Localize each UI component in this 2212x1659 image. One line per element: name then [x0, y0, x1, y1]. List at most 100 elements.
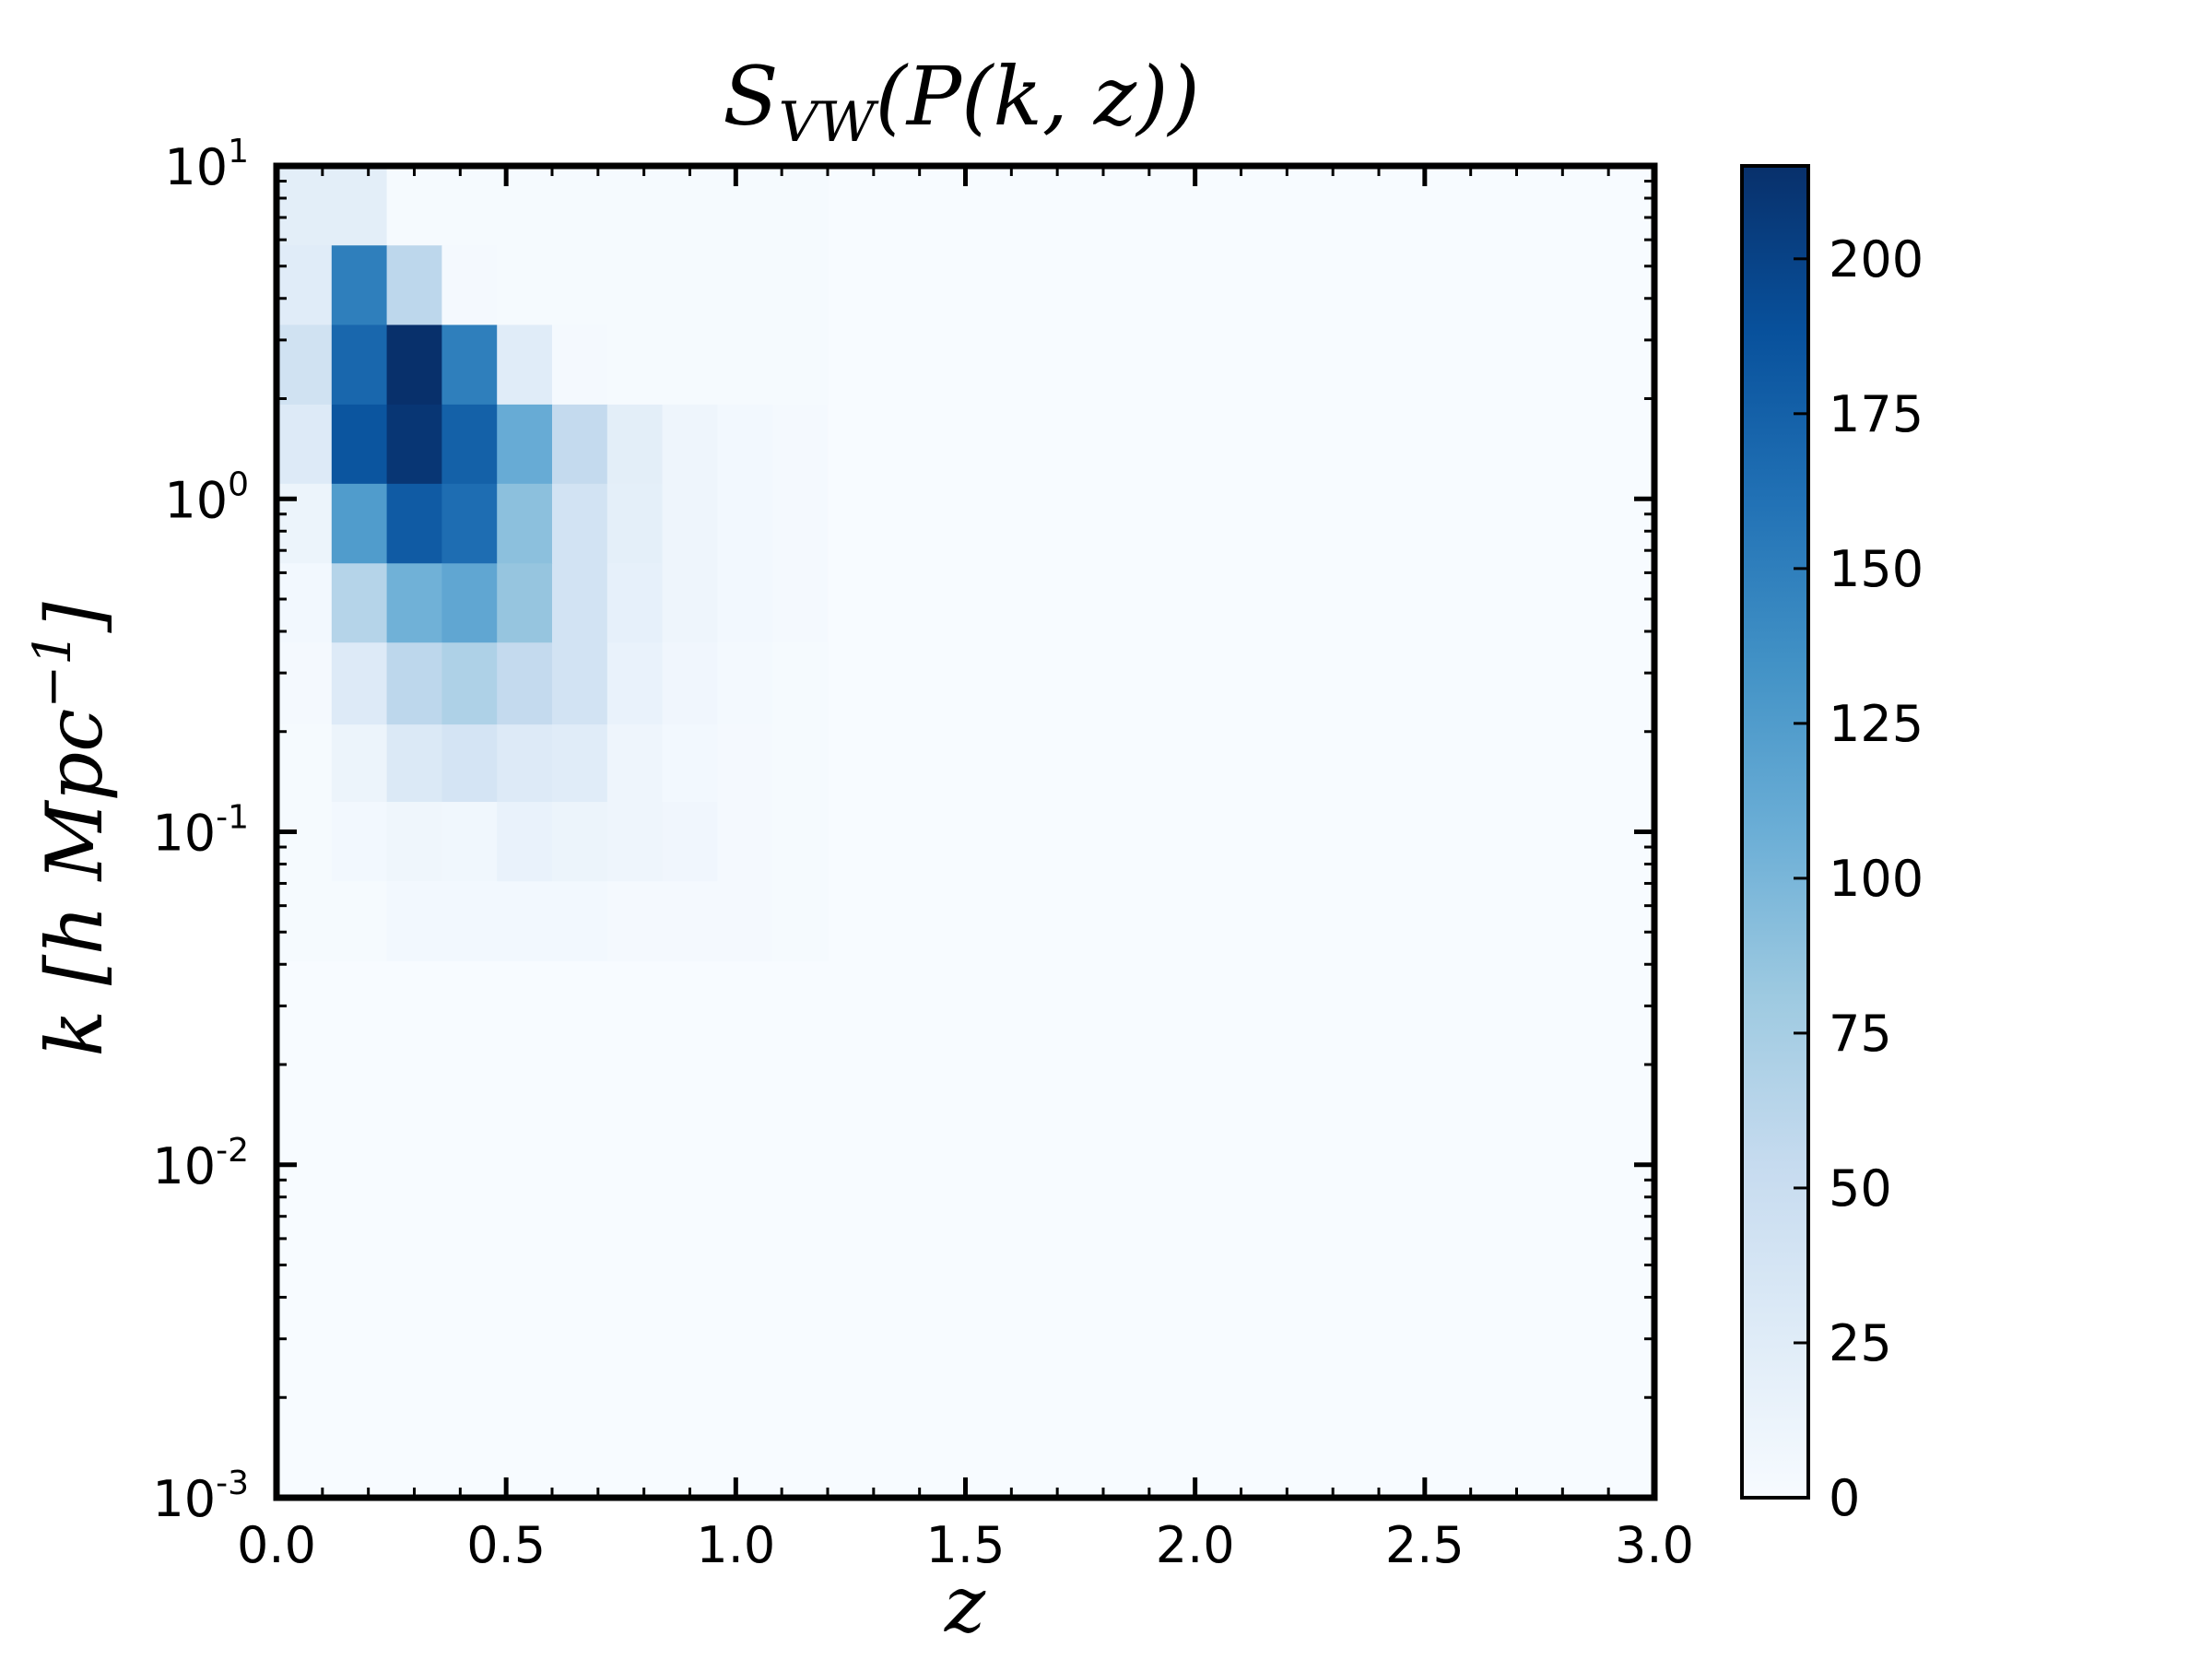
- heatmap-cell: [662, 245, 718, 326]
- heatmap-cell: [606, 245, 664, 326]
- x-tick-label: 3.0: [1615, 1516, 1694, 1574]
- heatmap-cell: [276, 245, 333, 326]
- heatmap-cell: [717, 166, 773, 246]
- heatmap-cell: [441, 324, 498, 406]
- heatmap-cell: [552, 881, 608, 961]
- heatmap-cell: [331, 802, 388, 882]
- heatmap-cell: [497, 724, 553, 803]
- heatmap-cell: [772, 881, 829, 961]
- chart-title-rest: (P(k, z)): [876, 49, 1200, 144]
- y-axis-label-exp: −1: [23, 632, 83, 709]
- heatmap-cell: [552, 563, 608, 643]
- heatmap-cell: [276, 324, 333, 406]
- y-axis-label: k [h Mpc−1]: [23, 602, 120, 1057]
- heatmap-cell: [606, 802, 664, 882]
- colorbar-tick-label: 175: [1829, 385, 1924, 443]
- colorbar-tick-label: 125: [1829, 695, 1924, 753]
- colorbar-tick-label: 75: [1829, 1005, 1892, 1063]
- y-tick-label: 100: [164, 465, 249, 529]
- heatmap-cell: [441, 802, 498, 882]
- heatmap-cell: [772, 404, 829, 485]
- y-tick-label: 101: [164, 133, 249, 196]
- heatmap-cell: [772, 245, 829, 326]
- heatmap-cell: [386, 483, 442, 564]
- heatmap-cell: [441, 642, 498, 725]
- heatmap-cell: [441, 404, 498, 485]
- heatmap-cell: [497, 642, 553, 725]
- heatmap-cell: [772, 166, 829, 246]
- heatmap-cell: [662, 802, 718, 882]
- heatmap-cell: [606, 563, 664, 643]
- colorbar-tick-label: 100: [1829, 850, 1924, 908]
- heatmap-cell: [662, 642, 718, 725]
- x-axis-label: z: [944, 1559, 986, 1650]
- heatmap-cell: [331, 881, 388, 961]
- x-tick-label: 1.0: [696, 1516, 775, 1574]
- heatmap-cell: [772, 563, 829, 643]
- heatmap-cell: [386, 724, 442, 803]
- heatmap-cell: [276, 483, 333, 564]
- heatmap-cell: [606, 166, 664, 246]
- heatmap-cells: [276, 166, 829, 961]
- heatmap-cell: [552, 642, 608, 725]
- colorbar-tick-label: 0: [1829, 1469, 1860, 1527]
- heatmap-cell: [276, 404, 333, 485]
- heatmap-cell: [497, 404, 553, 485]
- heatmap-cell: [331, 642, 388, 725]
- heatmap-cell: [717, 724, 773, 803]
- heatmap-cell: [662, 324, 718, 406]
- heatmap-cell: [386, 324, 442, 406]
- colorbar-tick-label: 50: [1829, 1159, 1892, 1218]
- chart-title-base: S: [723, 49, 778, 144]
- heatmap-cell: [606, 724, 664, 803]
- heatmap-cell: [331, 724, 388, 803]
- heatmap-cell: [717, 881, 773, 961]
- y-tick-label: 10-3: [152, 1465, 249, 1528]
- heatmap-cell: [606, 642, 664, 725]
- y-tick-label: 10-1: [152, 799, 249, 863]
- heatmap-cell: [552, 324, 608, 406]
- y-axis-label-close: ]: [29, 602, 120, 633]
- heatmap-cell: [331, 563, 388, 643]
- heatmap-cell: [331, 483, 388, 564]
- colorbar-tick-label: 150: [1829, 540, 1924, 598]
- heatmap-cell: [497, 324, 553, 406]
- heatmap-cell: [606, 483, 664, 564]
- heatmap-cell: [386, 642, 442, 725]
- colorbar: [1740, 164, 1810, 1500]
- heatmap-cell: [662, 404, 718, 485]
- heatmap-cell: [717, 245, 773, 326]
- heatmap-cell: [552, 404, 608, 485]
- heatmap-cell: [441, 245, 498, 326]
- x-tick-label: 0.5: [466, 1516, 546, 1574]
- heatmap-cell: [276, 881, 333, 961]
- heatmap-cell: [717, 483, 773, 564]
- heatmap-cell: [386, 802, 442, 882]
- y-axis: 101 100 10-1 10-2 10-3: [152, 133, 1654, 1528]
- heatmap-cell: [441, 724, 498, 803]
- colorbar-ticks: 0 25 50 75 100 125 150 175 200: [1794, 230, 1924, 1527]
- heatmap-cell: [552, 802, 608, 882]
- x-tick-label: 2.0: [1156, 1516, 1235, 1574]
- heatmap-cell: [497, 483, 553, 564]
- heatmap-cell: [276, 642, 333, 725]
- heatmap-cell: [552, 483, 608, 564]
- heatmap-cell: [386, 881, 442, 961]
- heatmap-cell: [772, 324, 829, 406]
- heatmap-cell: [276, 166, 333, 246]
- y-tick-label: 10-2: [152, 1132, 249, 1195]
- heatmap-cell: [386, 563, 442, 643]
- heatmap-cell: [276, 802, 333, 882]
- heatmap-cell: [662, 483, 718, 564]
- heatmap-cell: [662, 166, 718, 246]
- chart-title: SVW(P(k, z)): [723, 49, 1199, 155]
- heatmap-cell: [606, 881, 664, 961]
- colorbar-tick-label: 200: [1829, 230, 1924, 288]
- heatmap-cell: [606, 324, 664, 406]
- heatmap-cell: [497, 245, 553, 326]
- heatmap-cell: [552, 166, 608, 246]
- heatmap-cell: [662, 563, 718, 643]
- heatmap-cell: [717, 324, 773, 406]
- heatmap-cell: [772, 802, 829, 882]
